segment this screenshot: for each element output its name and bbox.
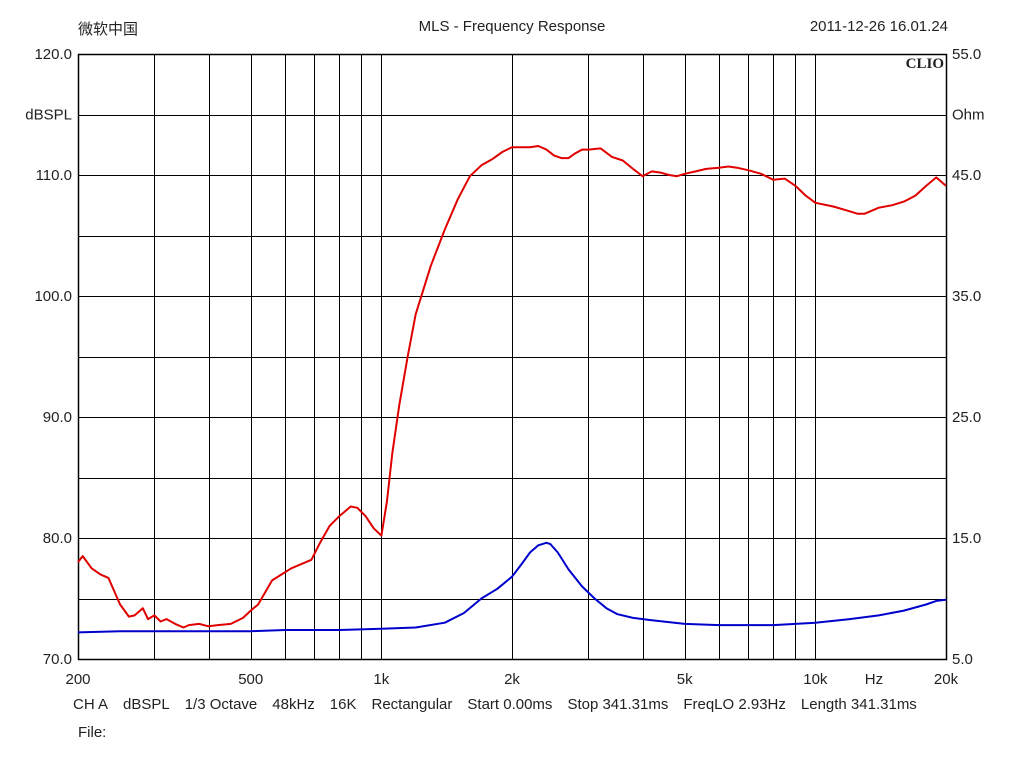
setting-item: 48kHz [272, 696, 315, 713]
y-tick-label-left: 110.0 [36, 167, 72, 184]
setting-item: 1/3 Octave [184, 696, 258, 713]
y-axis-label-left: dBSPL [25, 107, 72, 124]
setting-item: 16K [329, 696, 357, 713]
y-tick-label-left: 90.0 [43, 409, 72, 426]
y-tick-label-right: 45.0 [952, 167, 981, 184]
setting-item: Start 0.00ms [467, 696, 553, 713]
x-tick-label: 500 [238, 671, 263, 688]
measurement-settings-bar: CH A dBSPL 1/3 Octave 48kHz 16K Rectangular St… [73, 696, 932, 713]
y-tick-label-left: 120.0 [34, 46, 72, 63]
frequency-response-chart: 70.0 80.0 90.0 100.0 110.0 120.0 5.0 15.0 25.0 35… [25, 46, 985, 688]
y-tick-label-right: 15.0 [952, 530, 981, 547]
x-tick-label: 5k [677, 671, 693, 688]
setting-item: FreqLO 2.93Hz [683, 696, 786, 713]
header-left-label: 微软中国 [78, 21, 139, 38]
x-axis-unit-label: Hz [865, 671, 883, 688]
setting-item: Length 341.31ms [800, 696, 917, 713]
x-tick-label: 1k [373, 671, 389, 688]
spl-curve [77, 145, 947, 629]
x-tick-label: 2k [504, 671, 520, 688]
y-tick-label-right: 25.0 [952, 409, 981, 426]
x-tick-label: 10k [803, 671, 828, 688]
impedance-curve [77, 541, 947, 634]
x-tick-label: 20k [934, 671, 959, 688]
y-axis-label-right: Ohm [952, 107, 985, 124]
y-tick-label-left: 70.0 [43, 651, 72, 668]
setting-item: dBSPL [123, 696, 170, 713]
header-datetime: 2011-12-26 16.01.24 [809, 18, 948, 35]
clio-brand-label: CLIO [906, 56, 944, 72]
x-tick-label: 200 [65, 671, 90, 688]
y-tick-label-left: 100.0 [34, 288, 72, 305]
setting-item: Stop 341.31ms [567, 696, 669, 713]
setting-item: CH A [73, 696, 109, 713]
chart-title: MLS - Frequency Response [418, 18, 606, 35]
y-tick-label-right: 35.0 [952, 288, 981, 305]
y-tick-label-right: 5.0 [952, 651, 973, 668]
plot-frame [77, 53, 948, 661]
setting-item: Rectangular [371, 696, 453, 713]
y-tick-label-left: 80.0 [43, 530, 72, 547]
y-tick-label-right: 55.0 [952, 46, 981, 63]
file-label: File: [78, 724, 107, 741]
